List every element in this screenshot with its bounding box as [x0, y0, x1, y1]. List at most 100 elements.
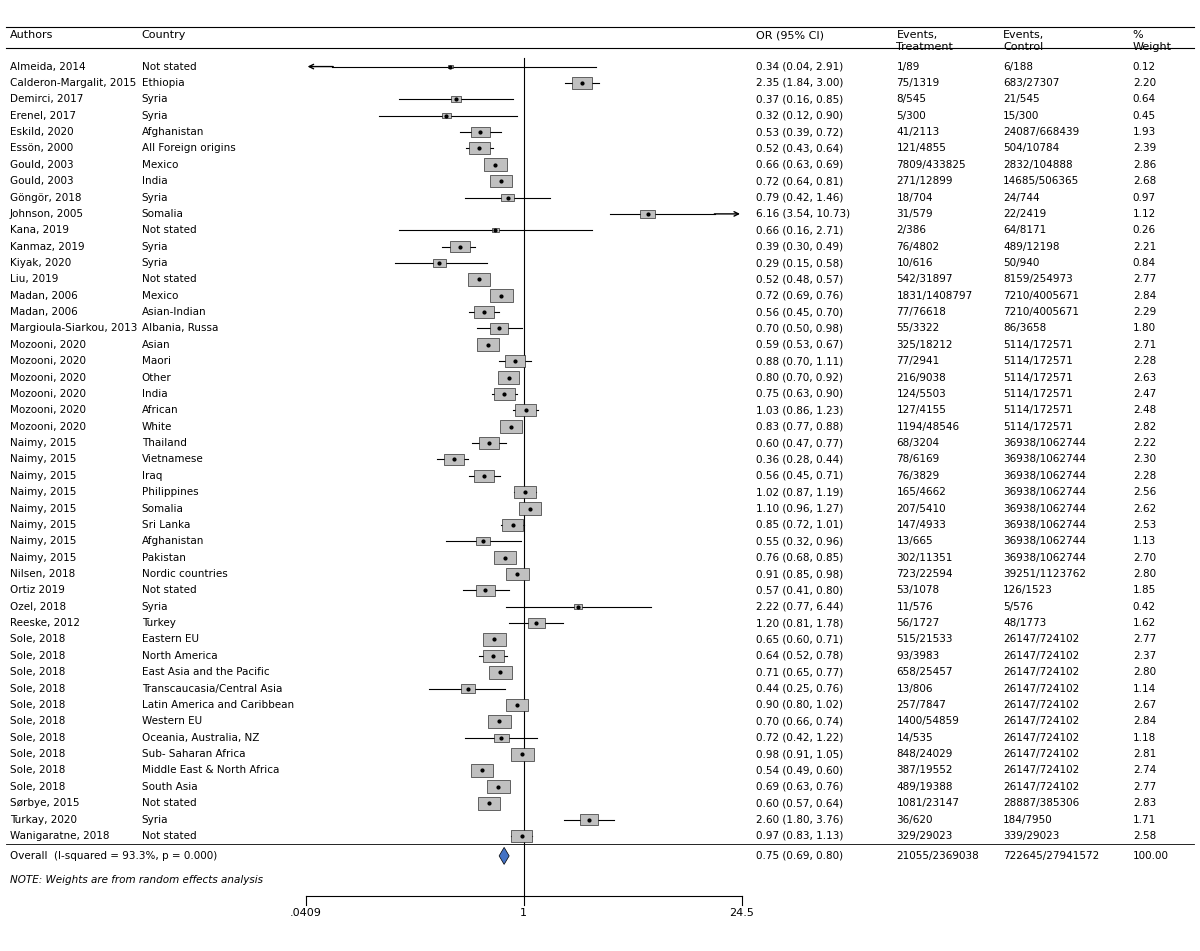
FancyBboxPatch shape	[468, 273, 491, 286]
Text: Syria: Syria	[142, 94, 168, 105]
Text: 76/3829: 76/3829	[896, 471, 940, 481]
Text: Kiyak, 2020: Kiyak, 2020	[10, 258, 71, 268]
Text: Transcaucasia/Central Asia: Transcaucasia/Central Asia	[142, 684, 282, 693]
Text: 26147/724102: 26147/724102	[1003, 732, 1080, 743]
Text: 0.39 (0.30, 0.49): 0.39 (0.30, 0.49)	[756, 242, 844, 252]
Text: 2.74: 2.74	[1133, 766, 1156, 775]
Text: 2.83: 2.83	[1133, 798, 1156, 808]
Text: Maori: Maori	[142, 357, 170, 366]
Text: 14/535: 14/535	[896, 732, 934, 743]
Text: 0.44 (0.25, 0.76): 0.44 (0.25, 0.76)	[756, 684, 844, 693]
Text: 5/576: 5/576	[1003, 602, 1033, 611]
Text: 36/620: 36/620	[896, 815, 932, 825]
Text: 26147/724102: 26147/724102	[1003, 766, 1080, 775]
Text: 2.63: 2.63	[1133, 373, 1156, 382]
FancyBboxPatch shape	[520, 502, 541, 514]
Text: 5114/172571: 5114/172571	[1003, 340, 1073, 350]
Text: 1.93: 1.93	[1133, 127, 1156, 137]
Text: 36938/1062744: 36938/1062744	[1003, 520, 1086, 530]
Text: 2.48: 2.48	[1133, 405, 1156, 416]
FancyBboxPatch shape	[476, 339, 499, 351]
Text: 0.55 (0.32, 0.96): 0.55 (0.32, 0.96)	[756, 536, 844, 546]
Text: 24/744: 24/744	[1003, 192, 1040, 203]
Text: .0409: .0409	[290, 908, 322, 919]
Text: Other: Other	[142, 373, 172, 382]
Text: African: African	[142, 405, 179, 416]
Text: 0.72 (0.42, 1.22): 0.72 (0.42, 1.22)	[756, 732, 844, 743]
Text: 2/386: 2/386	[896, 225, 926, 235]
Text: 1.02 (0.87, 1.19): 1.02 (0.87, 1.19)	[756, 487, 844, 497]
Text: 1.12: 1.12	[1133, 209, 1156, 219]
Text: 165/4662: 165/4662	[896, 487, 947, 497]
Text: North America: North America	[142, 650, 217, 661]
Text: 78/6169: 78/6169	[896, 455, 940, 464]
Text: 0.65 (0.60, 0.71): 0.65 (0.60, 0.71)	[756, 634, 844, 645]
Text: Turkey: Turkey	[142, 618, 175, 628]
FancyBboxPatch shape	[572, 77, 592, 88]
FancyBboxPatch shape	[488, 715, 511, 728]
Text: 2.60 (1.80, 3.76): 2.60 (1.80, 3.76)	[756, 815, 844, 825]
Text: Eastern EU: Eastern EU	[142, 634, 199, 645]
Text: Not stated: Not stated	[142, 586, 197, 595]
Text: Oceania, Australia, NZ: Oceania, Australia, NZ	[142, 732, 259, 743]
Text: 0.88 (0.70, 1.11): 0.88 (0.70, 1.11)	[756, 357, 844, 366]
Text: 2.22: 2.22	[1133, 438, 1156, 448]
FancyBboxPatch shape	[487, 781, 510, 793]
Text: %
Weight: % Weight	[1133, 30, 1171, 52]
FancyBboxPatch shape	[493, 388, 515, 400]
Text: 6.16 (3.54, 10.73): 6.16 (3.54, 10.73)	[756, 209, 850, 219]
FancyBboxPatch shape	[499, 420, 522, 434]
Text: 257/7847: 257/7847	[896, 700, 947, 710]
Text: Naimy, 2015: Naimy, 2015	[10, 438, 76, 448]
Text: 2.70: 2.70	[1133, 553, 1156, 563]
Text: Mexico: Mexico	[142, 160, 178, 170]
Text: 76/4802: 76/4802	[896, 242, 940, 252]
Text: Events,
Control: Events, Control	[1003, 30, 1044, 52]
Text: Nilsen, 2018: Nilsen, 2018	[10, 569, 74, 579]
Text: India: India	[142, 176, 167, 186]
Text: 100.00: 100.00	[1133, 851, 1169, 861]
Text: Asian-Indian: Asian-Indian	[142, 307, 206, 317]
Text: 0.56 (0.45, 0.71): 0.56 (0.45, 0.71)	[756, 471, 844, 481]
Text: Sole, 2018: Sole, 2018	[10, 700, 65, 710]
FancyBboxPatch shape	[528, 618, 545, 628]
Text: India: India	[142, 389, 167, 399]
Text: Mexico: Mexico	[142, 291, 178, 301]
Text: 0.32 (0.12, 0.90): 0.32 (0.12, 0.90)	[756, 110, 844, 121]
Text: 86/3658: 86/3658	[1003, 323, 1046, 334]
Text: 722645/27941572: 722645/27941572	[1003, 851, 1099, 861]
Text: 26147/724102: 26147/724102	[1003, 700, 1080, 710]
Text: 302/11351: 302/11351	[896, 553, 953, 563]
FancyBboxPatch shape	[580, 814, 598, 825]
Text: Sole, 2018: Sole, 2018	[10, 716, 65, 727]
Text: 24087/668439: 24087/668439	[1003, 127, 1080, 137]
FancyBboxPatch shape	[511, 829, 533, 843]
Text: Sole, 2018: Sole, 2018	[10, 650, 65, 661]
FancyBboxPatch shape	[506, 568, 528, 580]
Text: 2.80: 2.80	[1133, 569, 1156, 579]
FancyBboxPatch shape	[474, 306, 494, 318]
Text: Naimy, 2015: Naimy, 2015	[10, 520, 76, 530]
FancyBboxPatch shape	[490, 289, 512, 302]
Text: 0.72 (0.69, 0.76): 0.72 (0.69, 0.76)	[756, 291, 844, 301]
Text: 489/12198: 489/12198	[1003, 242, 1060, 252]
Text: 24.5: 24.5	[730, 908, 754, 919]
FancyBboxPatch shape	[476, 585, 494, 595]
Text: 21055/2369038: 21055/2369038	[896, 851, 979, 861]
Text: 0.64: 0.64	[1133, 94, 1156, 105]
Text: Kana, 2019: Kana, 2019	[10, 225, 68, 235]
FancyBboxPatch shape	[494, 552, 516, 564]
Text: Somalia: Somalia	[142, 503, 184, 514]
Text: 0.97 (0.83, 1.13): 0.97 (0.83, 1.13)	[756, 831, 844, 841]
Text: Sole, 2018: Sole, 2018	[10, 634, 65, 645]
FancyBboxPatch shape	[461, 685, 475, 692]
Text: Western EU: Western EU	[142, 716, 202, 727]
Text: Naimy, 2015: Naimy, 2015	[10, 536, 76, 546]
Text: Almeida, 2014: Almeida, 2014	[10, 62, 85, 71]
Text: 26147/724102: 26147/724102	[1003, 749, 1080, 759]
FancyBboxPatch shape	[442, 113, 451, 118]
Text: 6/188: 6/188	[1003, 62, 1033, 71]
Text: 2.53: 2.53	[1133, 520, 1156, 530]
Text: Wanigaratne, 2018: Wanigaratne, 2018	[10, 831, 109, 841]
Text: 1/89: 1/89	[896, 62, 919, 71]
